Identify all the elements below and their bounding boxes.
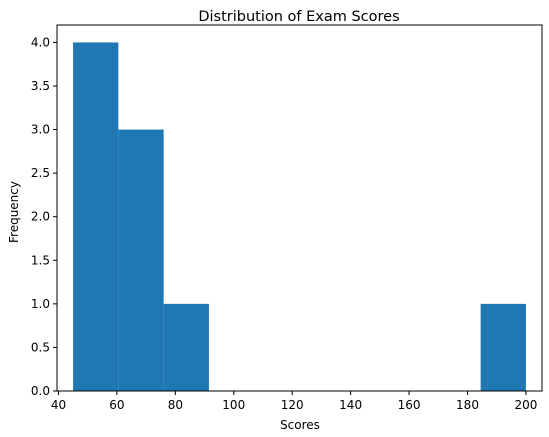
x-tick-label: 100 (222, 398, 245, 412)
histogram-bar (118, 129, 164, 391)
chart-title: Distribution of Exam Scores (198, 9, 399, 25)
y-tick-label: 1.5 (31, 253, 50, 267)
histogram-bar (480, 303, 526, 391)
x-tick-label: 120 (281, 398, 304, 412)
y-tick-label: 1.0 (31, 297, 50, 311)
x-tick-label: 40 (51, 398, 66, 412)
y-tick-label: 0.0 (31, 384, 50, 398)
y-tick-label: 2.0 (31, 210, 50, 224)
x-axis-label: Scores (280, 418, 320, 432)
histogram-bar (73, 42, 119, 392)
plot-frame (56, 24, 543, 392)
x-tick-label: 80 (168, 398, 183, 412)
y-tick-label: 3.0 (31, 123, 50, 137)
y-axis-label: Frequency (7, 181, 21, 243)
x-tick-label: 180 (456, 398, 479, 412)
x-axis-ticks: 40 60 80 100 120 140 160 180 200 (51, 391, 537, 412)
y-tick-label: 3.5 (31, 79, 50, 93)
x-tick-label: 160 (398, 398, 421, 412)
y-tick-label: 0.5 (31, 340, 50, 354)
x-tick-label: 140 (339, 398, 362, 412)
x-tick-label: 200 (514, 398, 537, 412)
x-tick-label: 60 (109, 398, 124, 412)
bars-layer (73, 42, 526, 392)
histogram-bar (163, 303, 209, 391)
y-tick-label: 2.5 (31, 166, 50, 180)
y-axis-ticks: 0.0 0.5 1.0 1.5 2.0 2.5 3.0 3.5 4.0 (31, 35, 57, 398)
y-tick-label: 4.0 (31, 35, 50, 49)
